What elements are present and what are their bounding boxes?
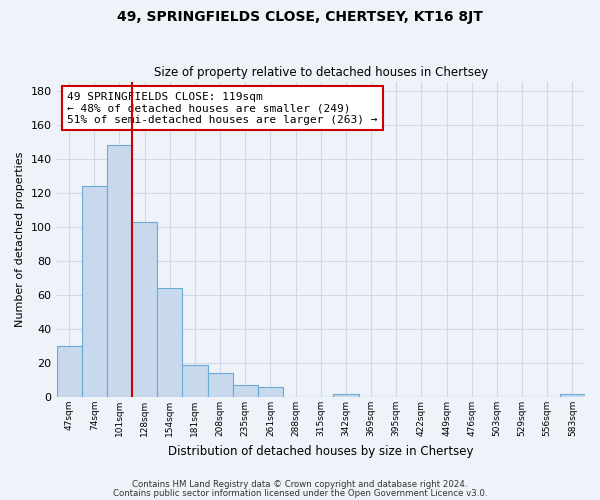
Text: Contains HM Land Registry data © Crown copyright and database right 2024.: Contains HM Land Registry data © Crown c… [132, 480, 468, 489]
Bar [82, 186, 107, 397]
Bar [560, 394, 585, 397]
Y-axis label: Number of detached properties: Number of detached properties [15, 152, 25, 327]
Bar [233, 385, 258, 397]
Text: Contains public sector information licensed under the Open Government Licence v3: Contains public sector information licen… [113, 488, 487, 498]
Bar [132, 222, 157, 397]
Bar [157, 288, 182, 397]
Text: 49 SPRINGFIELDS CLOSE: 119sqm
← 48% of detached houses are smaller (249)
51% of : 49 SPRINGFIELDS CLOSE: 119sqm ← 48% of d… [67, 92, 377, 124]
Bar [334, 394, 359, 397]
Bar [258, 387, 283, 397]
Title: Size of property relative to detached houses in Chertsey: Size of property relative to detached ho… [154, 66, 488, 80]
Bar [107, 145, 132, 397]
Bar [182, 364, 208, 397]
Bar [56, 346, 82, 397]
Text: 49, SPRINGFIELDS CLOSE, CHERTSEY, KT16 8JT: 49, SPRINGFIELDS CLOSE, CHERTSEY, KT16 8… [117, 10, 483, 24]
Bar [208, 373, 233, 397]
X-axis label: Distribution of detached houses by size in Chertsey: Distribution of detached houses by size … [168, 444, 473, 458]
